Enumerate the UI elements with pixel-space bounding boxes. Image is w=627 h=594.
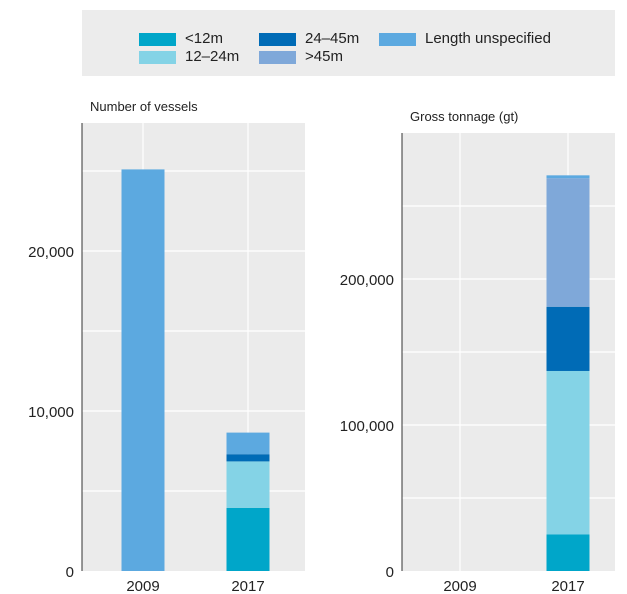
x-tick-label: 2017 [551, 578, 584, 594]
y-tick-label: 0 [386, 564, 394, 581]
chart-title: Number of vessels [90, 99, 198, 114]
bar-segment [546, 306, 590, 371]
bar-segment [226, 432, 270, 455]
legend-swatch [379, 33, 416, 46]
bar-segment [546, 178, 590, 307]
y-tick-label: 10,000 [28, 404, 74, 421]
x-tick-label: 2009 [126, 578, 159, 594]
y-tick-label: 0 [66, 564, 74, 581]
legend-swatch [259, 51, 296, 64]
bar-segment [546, 175, 590, 179]
legend-label: >45m [305, 48, 343, 65]
legend-label: 24–45m [305, 30, 360, 47]
legend-swatch [139, 33, 176, 46]
legend: <12m 12–24m 24–45m >45m Length unspecified [82, 10, 615, 76]
legend-swatch [259, 33, 296, 46]
x-tick-label: 2009 [443, 578, 476, 594]
y-tick-label: 100,000 [340, 418, 394, 435]
bar-segment [121, 169, 165, 571]
bar-segment [226, 454, 270, 462]
legend-label: <12m [185, 30, 223, 47]
bar-segment [546, 534, 590, 571]
bar-segment [226, 507, 270, 571]
bar-segment [546, 370, 590, 535]
bar-segment [226, 461, 270, 508]
legend-label: 12–24m [185, 48, 240, 65]
plot-background [82, 123, 305, 571]
y-tick-label: 20,000 [28, 244, 74, 261]
legend-label: Length unspecified [425, 30, 551, 47]
legend-swatch [139, 51, 176, 64]
x-tick-label: 2017 [231, 578, 264, 594]
chart-title: Gross tonnage (gt) [410, 109, 518, 124]
y-tick-label: 200,000 [340, 272, 394, 289]
